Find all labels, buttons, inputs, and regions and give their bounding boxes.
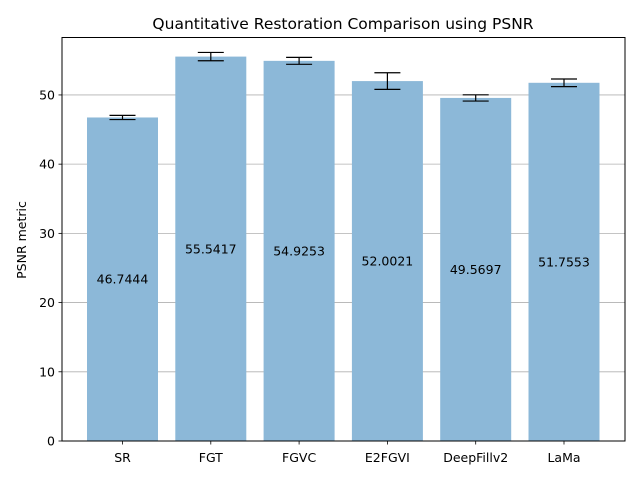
- x-tick-label: DeepFillv2: [443, 450, 508, 465]
- bar: [263, 60, 335, 441]
- y-tick-label: 40: [39, 157, 55, 172]
- x-tick-label: FGT: [199, 450, 223, 465]
- x-tick-label: FGVC: [282, 450, 316, 465]
- bar: [175, 56, 247, 442]
- bar: [351, 81, 423, 441]
- y-tick-label: 10: [39, 364, 55, 379]
- data-label: 49.5697: [450, 262, 502, 277]
- y-tick-label: 50: [39, 87, 55, 102]
- y-tick-label: 30: [39, 226, 55, 241]
- data-label: 55.5417: [185, 241, 237, 256]
- chart-title: Quantitative Restoration Comparison usin…: [152, 15, 533, 33]
- data-label: 54.9253: [273, 243, 325, 258]
- bars: [87, 56, 600, 442]
- data-labels: 46.7444 55.5417 54.9253 52.0021 49.5697 51.75…: [97, 241, 590, 286]
- y-axis-ticks: 0 10 20 30 40 50: [39, 87, 62, 449]
- bar: [528, 82, 600, 441]
- plot-frame: [61, 37, 626, 442]
- data-label: 46.7444: [97, 272, 149, 287]
- x-axis-ticks: SR FGT FGVC E2FGVI DeepFillv2 LaMa: [114, 441, 581, 465]
- x-tick-label: LaMa: [547, 450, 580, 465]
- error-bars: [109, 51, 577, 121]
- y-tick-label: 0: [47, 434, 55, 449]
- bar: [87, 117, 158, 441]
- x-tick-label: E2FGVI: [365, 450, 410, 465]
- data-label: 52.0021: [362, 254, 414, 269]
- data-label: 51.7553: [538, 254, 590, 269]
- y-tick-label: 20: [39, 295, 55, 310]
- bar: [440, 97, 512, 441]
- x-tick-label: SR: [114, 450, 131, 465]
- y-axis-label: PSNR metric: [14, 201, 29, 279]
